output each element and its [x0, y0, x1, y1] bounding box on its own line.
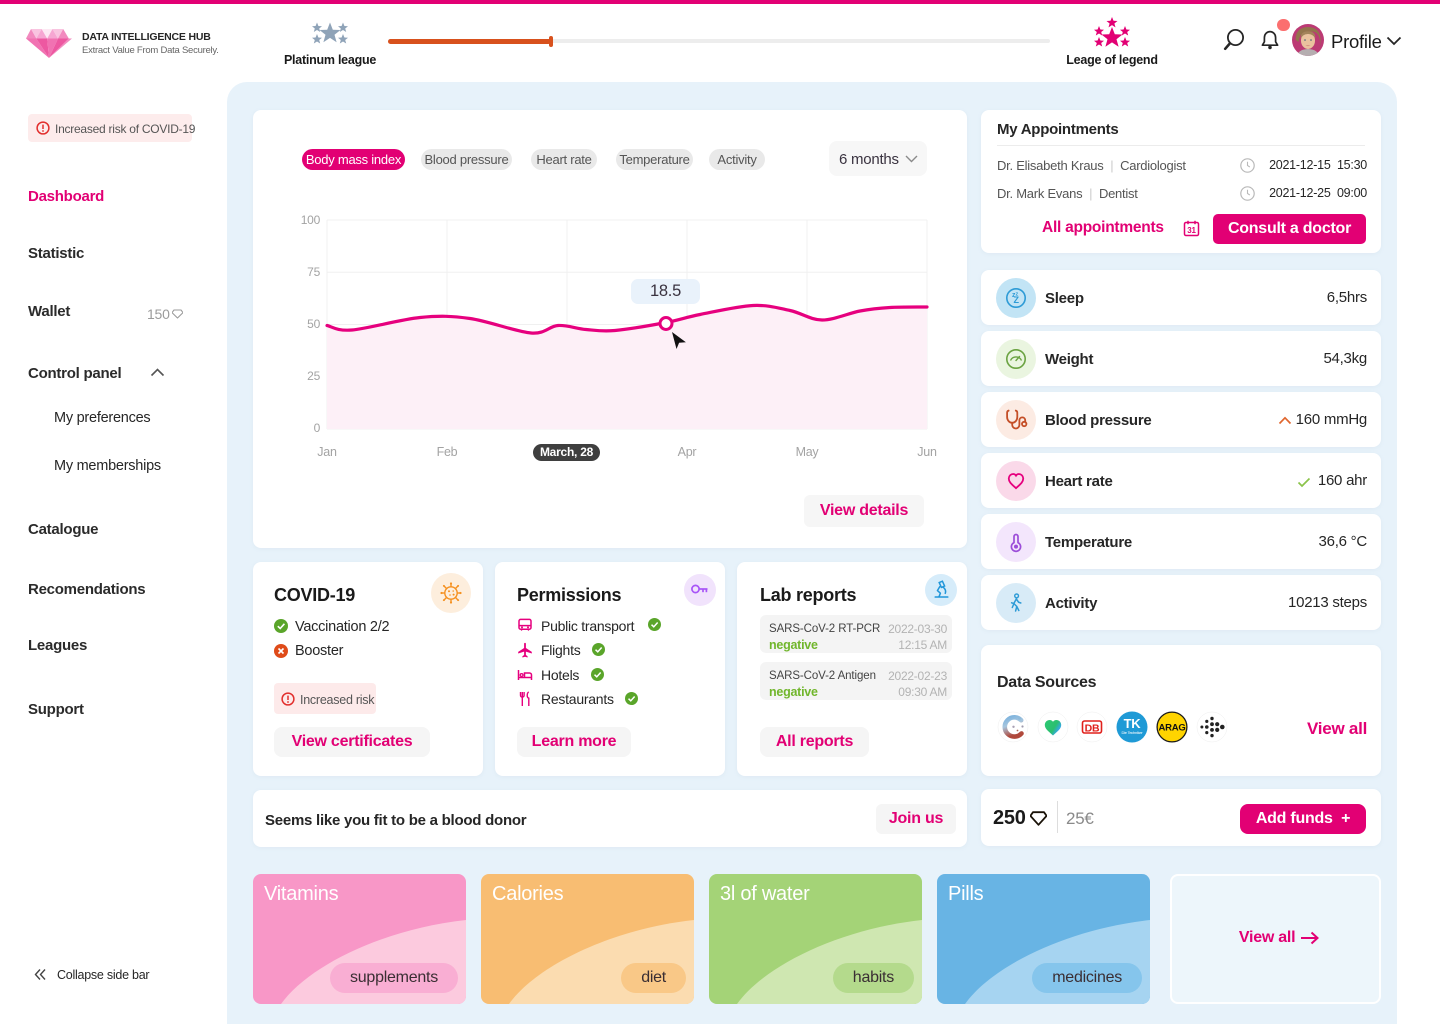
svg-text:75: 75 — [307, 265, 320, 279]
svg-text:100: 100 — [301, 213, 321, 227]
svg-text:May: May — [796, 445, 820, 459]
svg-text:25: 25 — [307, 369, 320, 383]
svg-text:z: z — [1012, 292, 1016, 299]
svg-text:ARAG: ARAG — [1159, 723, 1186, 734]
svg-text:Jan: Jan — [317, 445, 337, 459]
svg-text:DB: DB — [1085, 722, 1100, 734]
svg-text:Z: Z — [1014, 295, 1020, 305]
svg-text:Die Techniker: Die Techniker — [1122, 730, 1144, 735]
svg-text:TK: TK — [1124, 716, 1142, 731]
svg-text:0: 0 — [314, 421, 321, 435]
svg-text:50: 50 — [307, 317, 320, 331]
svg-text:Apr: Apr — [678, 445, 697, 459]
svg-text:Jun: Jun — [917, 445, 937, 459]
svg-text:31: 31 — [1187, 226, 1196, 235]
svg-text:z: z — [1016, 291, 1019, 297]
svg-text:Feb: Feb — [437, 445, 458, 459]
